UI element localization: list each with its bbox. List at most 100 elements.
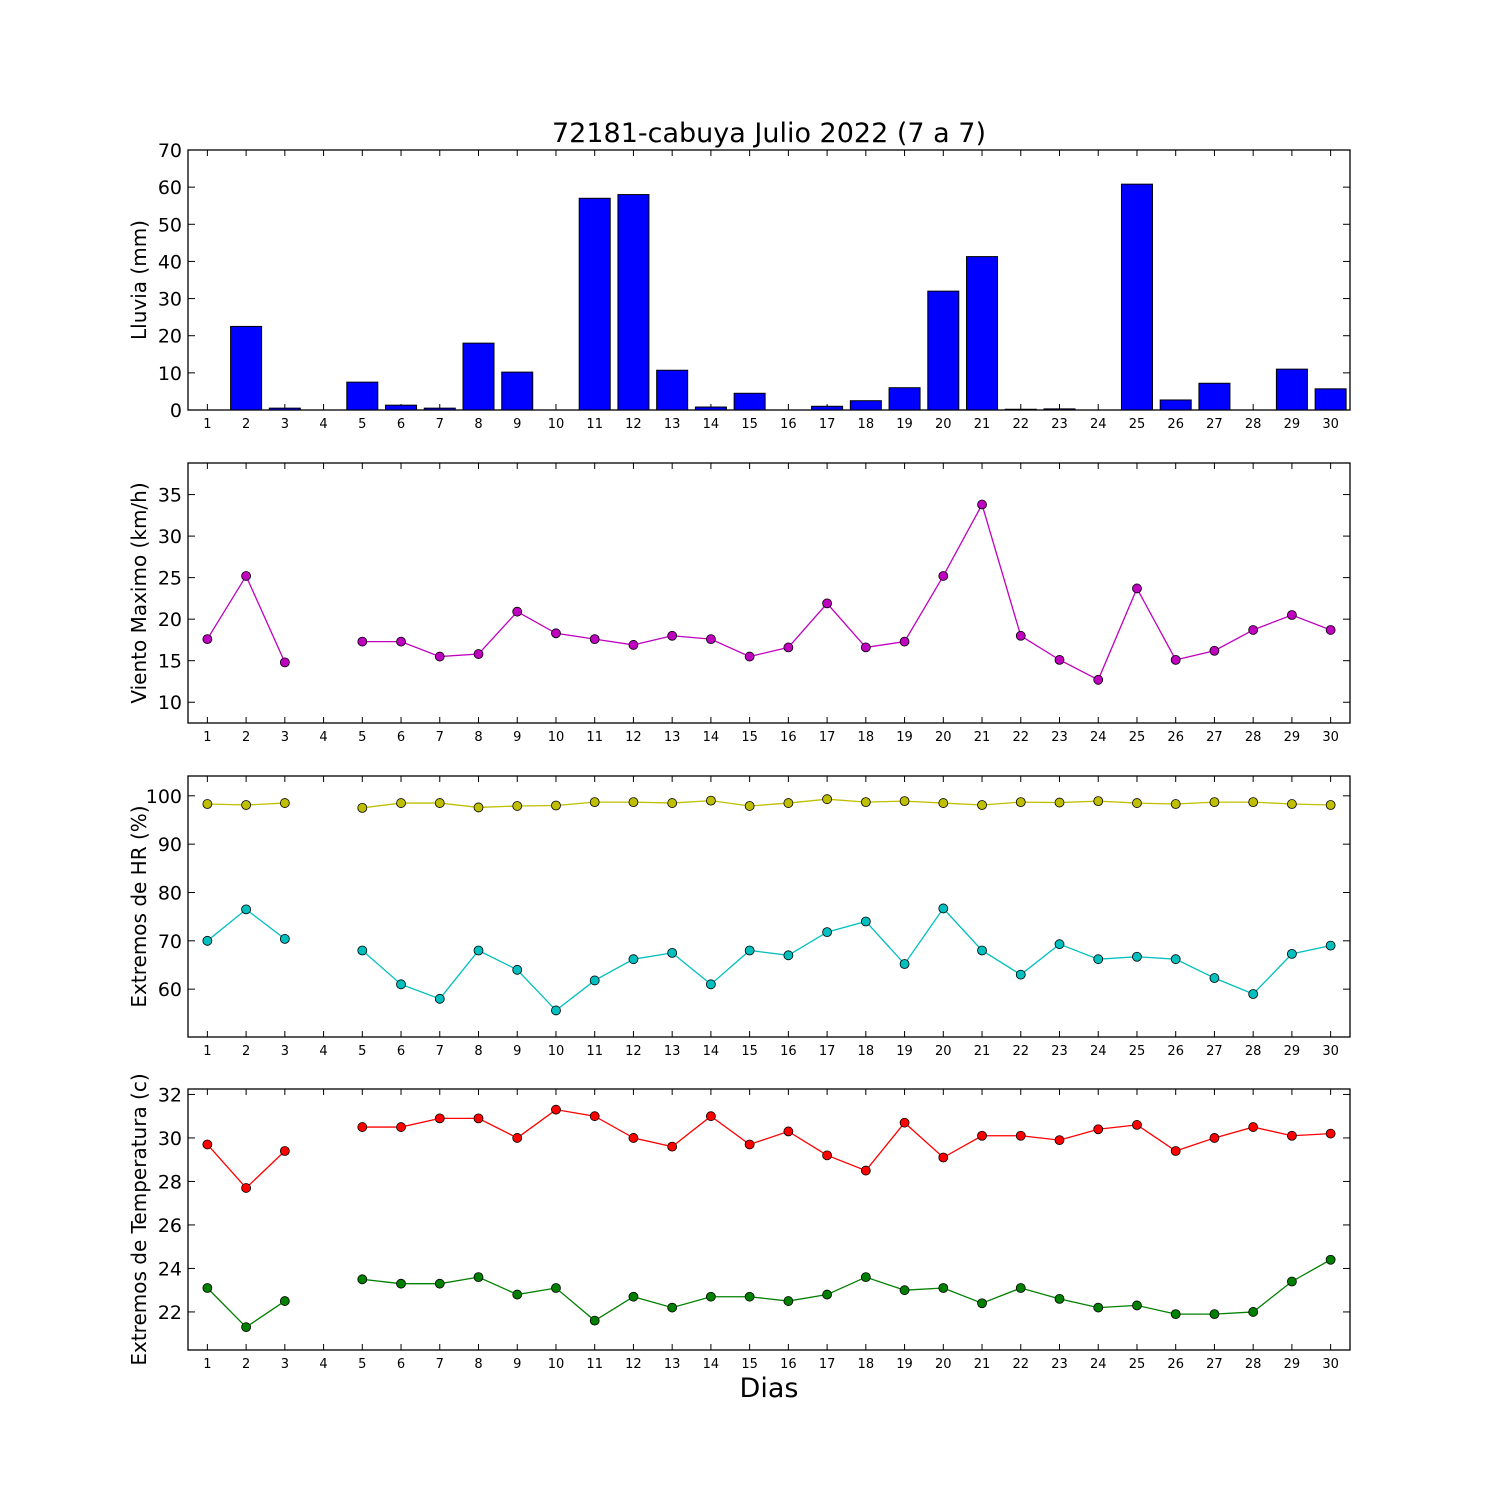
wind-xtick-label: 26	[1167, 730, 1184, 745]
rain-bar	[1120, 183, 1153, 411]
temperature-ylabel: Extremos de Temperatura (c)	[127, 1073, 151, 1365]
humidity-xtick-label: 4	[319, 1044, 327, 1059]
rain-bar	[694, 406, 727, 411]
humidity-point	[512, 964, 523, 975]
temperature-point	[744, 1139, 755, 1150]
wind-point	[1209, 645, 1220, 656]
temperature-xtick-label: 24	[1090, 1357, 1107, 1372]
temperature-point	[822, 1289, 832, 1300]
humidity-xtick-label: 6	[397, 1044, 405, 1059]
wind-xtick-label: 18	[858, 730, 875, 745]
temperature-xtick-label: 12	[625, 1357, 642, 1372]
rain-ytick-label: 40	[158, 251, 182, 273]
temperature-xtick-label: 13	[664, 1357, 681, 1372]
wind-xtick-label: 16	[780, 730, 797, 745]
rain-xtick-label: 2	[242, 417, 250, 432]
temperature-point	[1170, 1146, 1181, 1156]
wind-ytick-label: 25	[158, 568, 182, 590]
temperature-frame	[187, 1088, 1351, 1351]
humidity-xtick-label: 25	[1129, 1044, 1146, 1059]
wind-xtick-label: 21	[974, 730, 991, 745]
rain-xtick-label: 13	[664, 417, 681, 432]
temperature-xtick-label: 19	[896, 1357, 913, 1372]
temperature-xtick-label: 7	[436, 1357, 444, 1372]
rain-bar	[927, 290, 960, 411]
temperature-point	[860, 1272, 871, 1283]
wind-point	[1054, 654, 1065, 665]
rain-xtick-label: 15	[741, 417, 758, 432]
humidity-point	[551, 800, 561, 811]
humidity-point	[899, 959, 910, 969]
temperature-xtick-label: 17	[819, 1357, 836, 1372]
rain-bar	[1159, 399, 1192, 411]
wind-point	[1287, 610, 1297, 620]
wind-point	[938, 571, 949, 581]
humidity-series-line	[362, 798, 1331, 809]
humidity-point	[1015, 969, 1026, 980]
wind-point	[1248, 625, 1259, 635]
temperature-point	[1248, 1307, 1259, 1317]
wind-xtick-label: 4	[319, 730, 327, 745]
temperature-point	[977, 1298, 987, 1309]
humidity-point	[1287, 948, 1297, 959]
humidity-point	[241, 904, 252, 915]
temperature-point	[279, 1296, 290, 1306]
wind-point	[822, 598, 832, 609]
humidity-xtick-label: 19	[896, 1044, 913, 1059]
temperature-xtick-label: 27	[1206, 1357, 1223, 1372]
humidity-point	[1170, 799, 1181, 809]
temperature-xtick-label: 2	[242, 1357, 250, 1372]
temperature-point	[628, 1291, 639, 1302]
humidity-point	[977, 945, 987, 956]
temperature-point	[473, 1272, 484, 1283]
humidity-xtick-label: 24	[1090, 1044, 1107, 1059]
rain-bar	[578, 197, 611, 411]
wind-point	[628, 640, 639, 650]
temperature-point	[241, 1183, 252, 1193]
temperature-point	[357, 1122, 368, 1132]
wind-xtick-label: 29	[1284, 730, 1301, 745]
temperature-point	[473, 1113, 484, 1124]
humidity-xtick-label: 12	[625, 1044, 642, 1059]
wind-ylabel: Viento Maximo (km/h)	[127, 482, 151, 703]
humidity-xtick-label: 11	[586, 1044, 603, 1059]
wind-point	[706, 634, 716, 645]
wind-point	[783, 642, 794, 653]
humidity-xtick-label: 13	[664, 1044, 681, 1059]
humidity-point	[860, 916, 871, 927]
temperature-xtick-label: 28	[1245, 1357, 1262, 1372]
rain-xtick-label: 9	[513, 417, 521, 432]
humidity-point	[628, 797, 639, 807]
rain-bar	[462, 342, 495, 411]
rain-frame	[187, 149, 1351, 411]
humidity-xtick-label: 1	[203, 1044, 211, 1059]
wind-ytick-label: 35	[158, 485, 182, 507]
humidity-point	[279, 798, 290, 808]
humidity-xtick-label: 18	[858, 1044, 875, 1059]
temperature-xtick-label: 18	[858, 1357, 875, 1372]
wind-point	[899, 636, 910, 647]
wind-xtick-label: 24	[1090, 730, 1107, 745]
wind-ytick-label: 30	[158, 526, 182, 548]
humidity-xtick-label: 8	[474, 1044, 482, 1059]
temperature-point	[899, 1117, 910, 1128]
humidity-point	[396, 798, 406, 808]
rain-xtick-label: 6	[397, 417, 405, 432]
humidity-xtick-label: 28	[1245, 1044, 1262, 1059]
figure-title: 72181-cabuya Julio 2022 (7 a 7)	[552, 118, 986, 149]
temperature-point	[551, 1104, 561, 1115]
humidity-point	[1015, 797, 1026, 807]
temperature-point	[512, 1133, 523, 1143]
temperature-point	[938, 1283, 949, 1293]
temperature-xtick-label: 29	[1284, 1357, 1301, 1372]
wind-point	[202, 634, 213, 645]
wind-frame	[187, 462, 1351, 724]
humidity-ytick-label: 90	[158, 834, 182, 856]
temperature-point	[1093, 1124, 1104, 1135]
wind-xtick-label: 1	[203, 730, 211, 745]
rain-bar	[1004, 408, 1037, 411]
humidity-point	[977, 800, 987, 810]
wind-point	[977, 499, 987, 510]
